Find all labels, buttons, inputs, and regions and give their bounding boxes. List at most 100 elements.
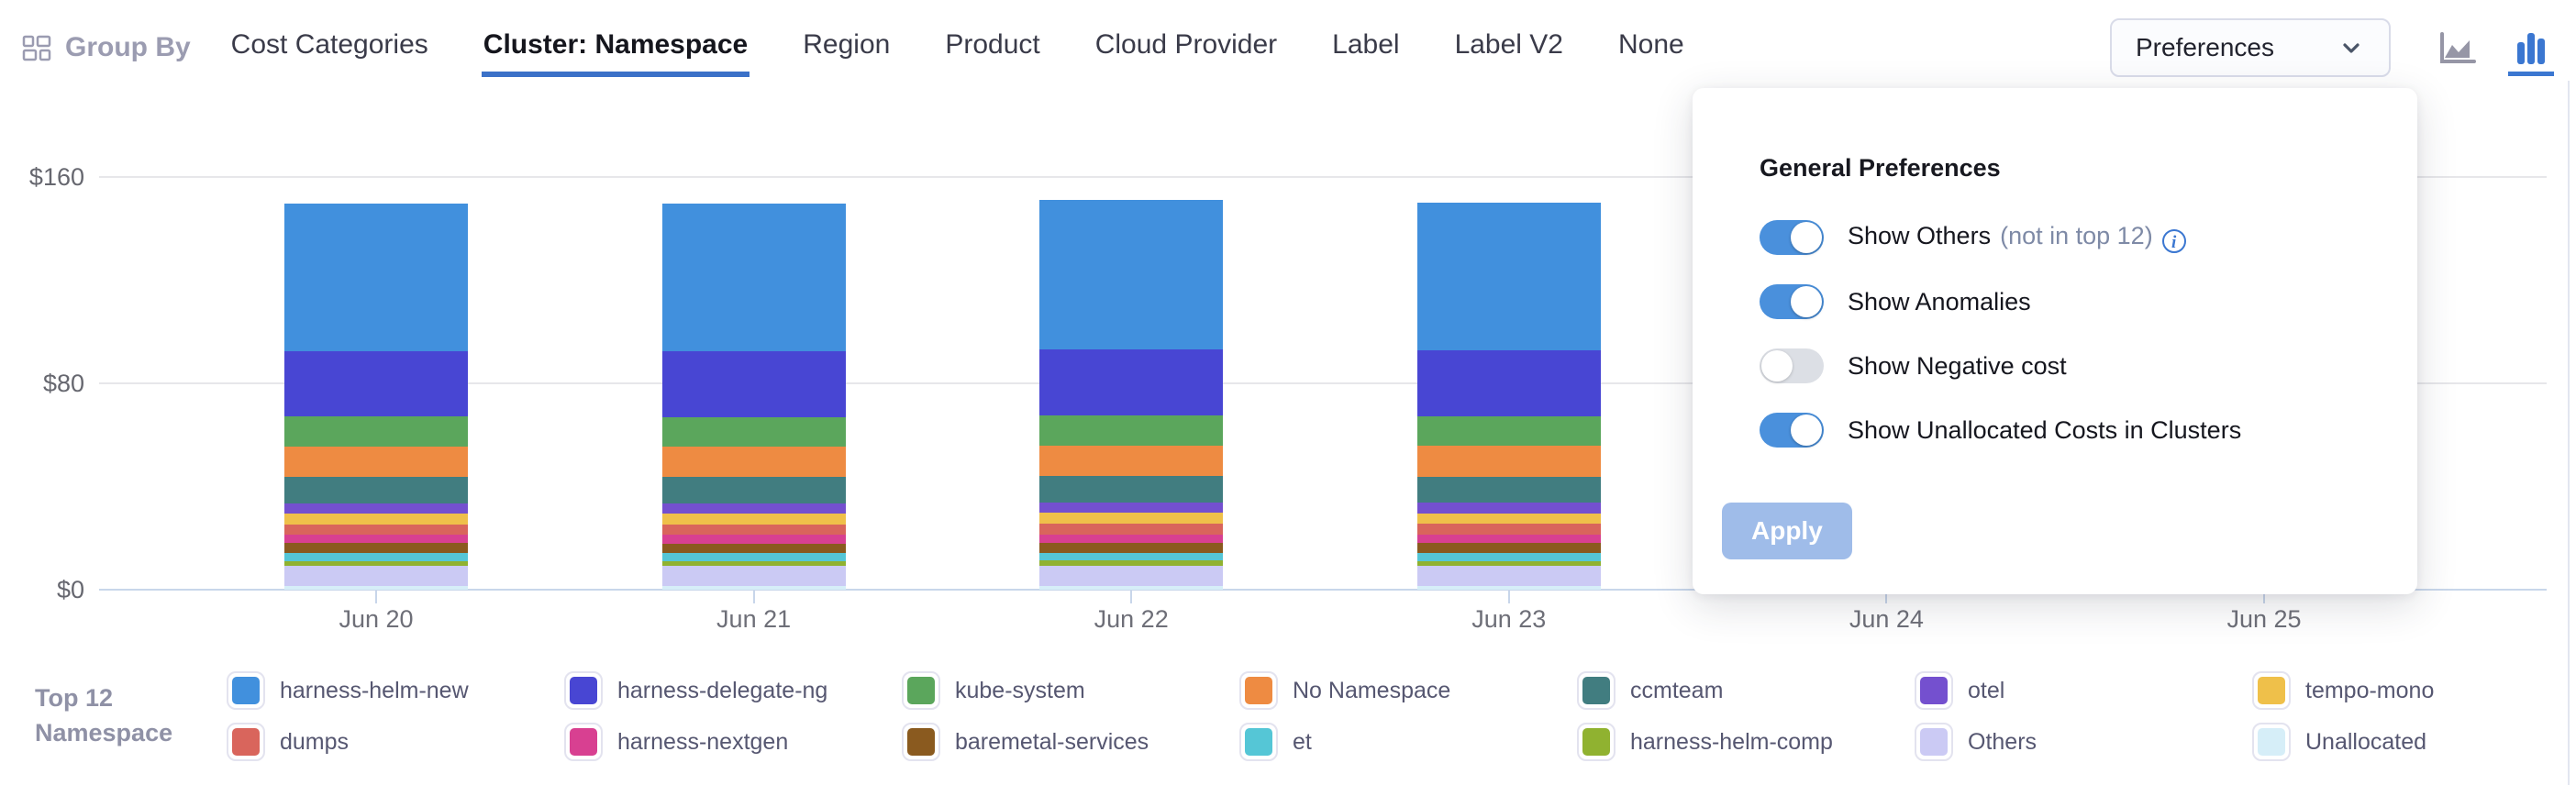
bar-segment-otel[interactable] — [661, 503, 846, 514]
apply-button[interactable]: Apply — [1722, 503, 1852, 559]
x-axis-tick-jun-25 — [2263, 591, 2265, 603]
preferences-button[interactable]: Preferences — [2110, 18, 2391, 77]
bar-segment-kube-system[interactable] — [284, 416, 468, 447]
bar-segment-kube-system[interactable] — [1416, 416, 1601, 447]
toggle-show-negative-cost[interactable] — [1760, 348, 1824, 383]
tab-cloud-provider[interactable]: Cloud Provider — [1094, 29, 1278, 60]
bar-segment-harness-helm-new[interactable] — [1416, 202, 1601, 351]
bar-segment-et[interactable] — [1416, 553, 1601, 561]
tab-product[interactable]: Product — [945, 29, 1040, 60]
column-chart-icon[interactable] — [2508, 27, 2554, 76]
bar-segment-others[interactable] — [1039, 565, 1224, 586]
info-icon[interactable]: i — [2161, 229, 2186, 253]
bar-segment-et[interactable] — [661, 553, 846, 561]
bar-segment-otel[interactable] — [1039, 502, 1224, 514]
bar-segment-harness-helm-new[interactable] — [284, 204, 468, 351]
bar-segment-harness-helm-comp[interactable] — [1039, 560, 1224, 566]
bar-segment-ccmteam[interactable] — [661, 477, 846, 503]
preferences-toggle-list: Show Others (not in top 12) i Show Anomalie… — [1760, 219, 2381, 448]
bar-segment-harness-helm-comp[interactable] — [1416, 560, 1601, 567]
bar-segment-dumps[interactable] — [661, 524, 846, 536]
bar-segment-dumps[interactable] — [284, 524, 468, 536]
toggle-knob — [1791, 415, 1822, 446]
bar-segment-unallocated[interactable] — [1039, 585, 1224, 590]
bar-segment-kube-system[interactable] — [661, 416, 846, 447]
bar-segment-others[interactable] — [284, 566, 468, 586]
legend-item-et[interactable]: et — [1239, 721, 1577, 763]
area-chart-icon[interactable] — [2437, 27, 2479, 69]
tab-label[interactable]: Label — [1332, 29, 1400, 60]
bar-segment-harness-helm-comp[interactable] — [284, 560, 468, 567]
tab-label-v2[interactable]: Label V2 — [1454, 29, 1563, 60]
bar-jun-23[interactable] — [1416, 202, 1601, 590]
legend-item-dumps[interactable]: dumps — [227, 721, 564, 763]
legend-label: harness-helm-comp — [1630, 728, 1833, 755]
bar-segment-harness-delegate-ng[interactable] — [1416, 350, 1601, 417]
bar-segment-tempo-mono[interactable] — [661, 513, 846, 525]
tab-cluster-namespace[interactable]: Cluster: Namespace — [481, 26, 750, 77]
bar-segment-ccmteam[interactable] — [1039, 476, 1224, 503]
legend-item-unallocated[interactable]: Unallocated — [2252, 721, 2576, 763]
legend-item-harness-nextgen[interactable]: harness-nextgen — [564, 721, 902, 763]
legend-item-tempo-mono[interactable]: tempo-mono — [2252, 669, 2576, 712]
legend-label: et — [1293, 728, 1312, 755]
bar-segment-tempo-mono[interactable] — [284, 513, 468, 525]
bar-segment-unallocated[interactable] — [661, 585, 846, 590]
legend-item-no-namespace[interactable]: No Namespace — [1239, 669, 1577, 712]
bar-segment-harness-delegate-ng[interactable] — [661, 350, 846, 417]
legend-item-baremetal-services[interactable]: baremetal-services — [902, 721, 1239, 763]
bar-segment-otel[interactable] — [1416, 503, 1601, 514]
legend-item-kube-system[interactable]: kube-system — [902, 669, 1239, 712]
bar-segment-baremetal-services[interactable] — [661, 543, 846, 554]
bar-segment-unallocated[interactable] — [1416, 585, 1601, 590]
bar-segment-dumps[interactable] — [1416, 524, 1601, 535]
legend-item-ccmteam[interactable]: ccmteam — [1577, 669, 1915, 712]
bar-segment-tempo-mono[interactable] — [1416, 513, 1601, 525]
bar-segment-baremetal-services[interactable] — [1416, 543, 1601, 554]
toggle-show-others[interactable] — [1760, 220, 1824, 255]
legend-item-harness-helm-comp[interactable]: harness-helm-comp — [1577, 721, 1915, 763]
bar-segment-no-namespace[interactable] — [661, 446, 846, 478]
toggle-show-anomalies[interactable] — [1760, 284, 1824, 319]
legend-swatch — [1577, 671, 1616, 710]
bar-jun-21[interactable] — [661, 203, 846, 590]
legend-item-harness-delegate-ng[interactable]: harness-delegate-ng — [564, 669, 902, 712]
legend-item-harness-helm-new[interactable]: harness-helm-new — [227, 669, 564, 712]
bar-segment-harness-delegate-ng[interactable] — [1039, 348, 1224, 416]
bar-segment-no-namespace[interactable] — [284, 446, 468, 478]
bar-segment-tempo-mono[interactable] — [1039, 513, 1224, 525]
bar-segment-baremetal-services[interactable] — [284, 543, 468, 554]
bar-segment-harness-nextgen[interactable] — [661, 535, 846, 544]
tab-region[interactable]: Region — [803, 29, 891, 60]
bar-segment-harness-helm-new[interactable] — [1039, 200, 1224, 349]
bar-segment-harness-nextgen[interactable] — [1416, 534, 1601, 544]
bar-segment-harness-nextgen[interactable] — [284, 535, 468, 544]
bar-jun-22[interactable] — [1039, 200, 1224, 590]
toggle-show-unallocated-costs-in-clusters[interactable] — [1760, 413, 1824, 448]
bar-segment-unallocated[interactable] — [284, 585, 468, 590]
bar-jun-20[interactable] — [284, 204, 468, 590]
bar-segment-et[interactable] — [284, 553, 468, 561]
right-panel-divider — [2568, 81, 2570, 785]
bar-segment-harness-nextgen[interactable] — [1039, 534, 1224, 544]
bar-segment-ccmteam[interactable] — [284, 477, 468, 503]
bar-segment-dumps[interactable] — [1039, 524, 1224, 535]
tab-none[interactable]: None — [1618, 29, 1684, 60]
bar-segment-harness-helm-comp[interactable] — [661, 560, 846, 567]
bar-segment-ccmteam[interactable] — [1416, 477, 1601, 503]
bar-segment-otel[interactable] — [284, 503, 468, 514]
bar-segment-baremetal-services[interactable] — [1039, 543, 1224, 553]
bar-segment-harness-helm-new[interactable] — [661, 203, 846, 351]
bar-segment-no-namespace[interactable] — [1416, 446, 1601, 478]
legend-item-otel[interactable]: otel — [1915, 669, 2252, 712]
bar-segment-no-namespace[interactable] — [1039, 445, 1224, 477]
bar-segment-others[interactable] — [661, 566, 846, 586]
bar-segment-harness-delegate-ng[interactable] — [284, 350, 468, 417]
tab-cost-categories[interactable]: Cost Categories — [230, 29, 428, 60]
legend-label: harness-nextgen — [617, 728, 789, 755]
group-by-toolbar: Group By Cost Categories Cluster: Namespa… — [0, 0, 2576, 95]
legend-item-others[interactable]: Others — [1915, 721, 2252, 763]
bar-segment-kube-system[interactable] — [1039, 415, 1224, 446]
bar-segment-others[interactable] — [1416, 566, 1601, 586]
bar-segment-et[interactable] — [1039, 552, 1224, 561]
